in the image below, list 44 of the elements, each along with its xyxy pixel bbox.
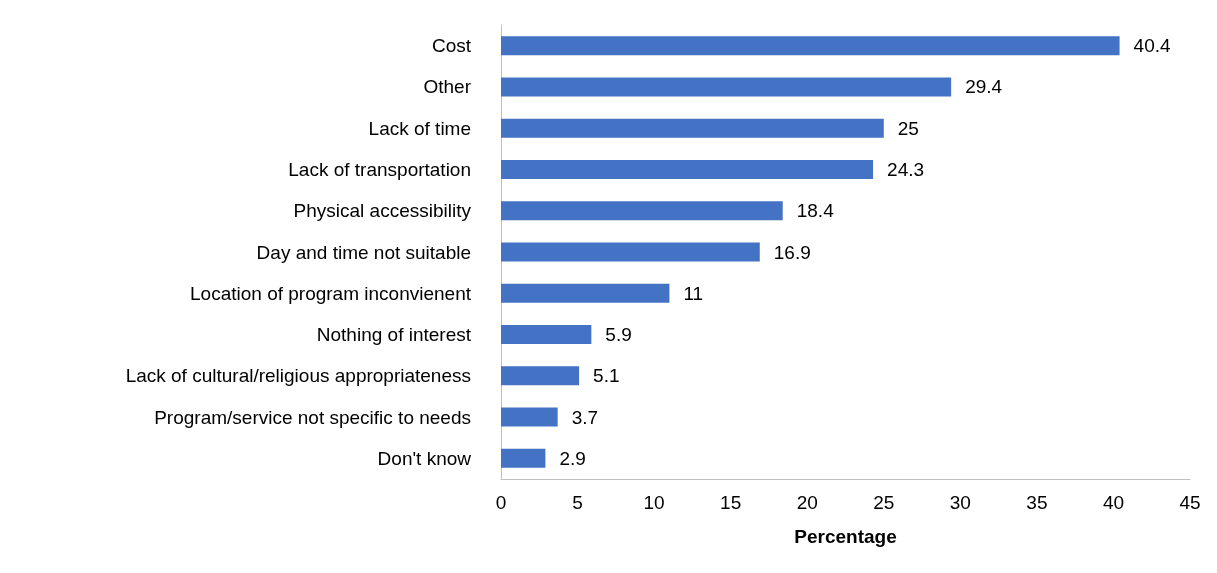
- y-tick-label: Lack of cultural/religious appropriateness: [125, 365, 471, 387]
- data-label: 18.4: [796, 200, 835, 222]
- y-tick-label: Day and time not suitable: [256, 241, 471, 263]
- x-axis-title: Percentage: [794, 526, 897, 547]
- x-tick-label: 45: [1179, 492, 1201, 513]
- x-tick-label: 15: [720, 492, 742, 513]
- y-tick-label: Other: [423, 76, 472, 98]
- x-tick-label: 30: [949, 492, 971, 513]
- x-tick-label: 40: [1102, 492, 1125, 513]
- bar: [501, 448, 546, 468]
- bar: [501, 366, 580, 386]
- data-label: 24.3: [887, 158, 925, 180]
- x-tick-label: 0: [495, 492, 507, 513]
- data-label: 3.7: [571, 406, 599, 428]
- bar: [501, 283, 670, 303]
- bar: [501, 242, 760, 262]
- x-tick-label: 25: [873, 492, 895, 513]
- data-label: 40.4: [1133, 35, 1171, 57]
- y-tick-label: Program/service not specific to needs: [154, 406, 471, 428]
- bar: [501, 159, 874, 179]
- y-tick-label: Location of program inconvienent: [190, 282, 472, 304]
- data-label: 5.9: [605, 324, 632, 346]
- x-tick-label: 35: [1026, 492, 1048, 513]
- data-label: 25: [897, 117, 919, 139]
- y-tick-label: Don't know: [377, 447, 472, 469]
- y-tick-label: Lack of time: [368, 117, 471, 139]
- bar: [501, 407, 558, 427]
- data-label: 29.4: [965, 76, 1003, 98]
- data-label: 11: [683, 282, 704, 304]
- bar: [501, 201, 783, 221]
- y-tick-label: Cost: [431, 35, 472, 57]
- data-label: 2.9: [559, 447, 586, 469]
- bar: [501, 36, 1120, 56]
- x-tick-label: 10: [643, 492, 665, 513]
- data-label: 16.9: [773, 241, 811, 263]
- bar: [501, 77, 952, 97]
- y-tick-label: Nothing of interest: [316, 324, 472, 346]
- bar: [501, 325, 592, 345]
- y-tick-label: Lack of transportation: [288, 158, 471, 180]
- data-label: 5.1: [593, 365, 620, 387]
- y-tick-label: Physical accessibility: [293, 200, 472, 222]
- bar: [501, 118, 884, 138]
- x-tick-label: 20: [796, 492, 818, 513]
- x-tick-label: 5: [572, 492, 583, 513]
